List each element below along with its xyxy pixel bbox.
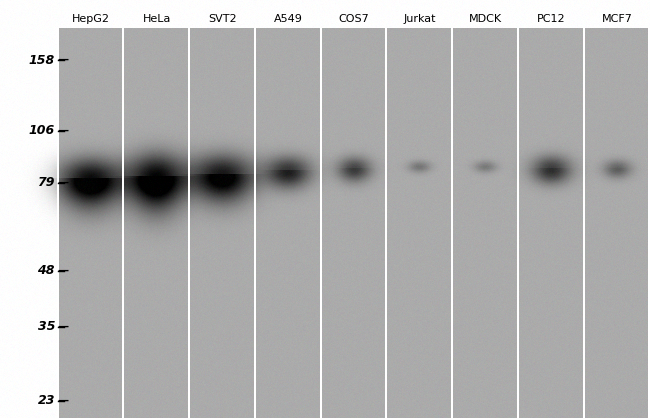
Text: —: — bbox=[57, 396, 68, 406]
Text: 106: 106 bbox=[29, 125, 55, 138]
Text: HeLa: HeLa bbox=[142, 14, 171, 24]
Text: PC12: PC12 bbox=[537, 14, 566, 24]
Text: MDCK: MDCK bbox=[469, 14, 502, 24]
Text: SVT2: SVT2 bbox=[208, 14, 237, 24]
Text: —: — bbox=[57, 178, 68, 188]
Text: 35: 35 bbox=[38, 321, 55, 334]
Text: —: — bbox=[57, 266, 68, 276]
Text: 48: 48 bbox=[38, 265, 55, 278]
Text: A549: A549 bbox=[274, 14, 303, 24]
Text: —: — bbox=[57, 126, 68, 136]
Text: COS7: COS7 bbox=[339, 14, 369, 24]
Text: HepG2: HepG2 bbox=[72, 14, 110, 24]
Text: 23: 23 bbox=[38, 395, 55, 408]
Text: 158: 158 bbox=[29, 54, 55, 66]
Text: Jurkat: Jurkat bbox=[404, 14, 436, 24]
Text: —: — bbox=[57, 55, 68, 65]
Text: MCF7: MCF7 bbox=[602, 14, 632, 24]
Text: 79: 79 bbox=[38, 176, 55, 189]
Text: —: — bbox=[57, 322, 68, 332]
